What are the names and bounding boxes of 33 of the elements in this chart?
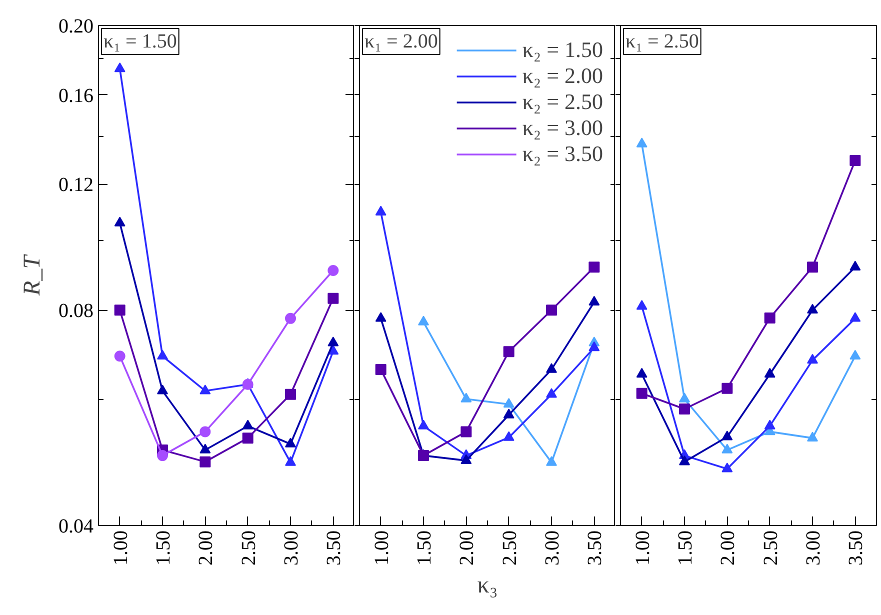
x-tick-label: 1.00 (110, 530, 132, 566)
x-axis-title: κ₃ (477, 572, 498, 598)
y-tick-label: 0.16 (58, 84, 94, 107)
y-axis-title: R_T (20, 254, 46, 297)
x-tick-label: 2.50 (498, 530, 521, 566)
x-tick-label: 1.50 (414, 530, 436, 566)
x-tick-label: 2.00 (717, 530, 740, 566)
x-tick-label: 3.00 (280, 530, 302, 566)
x-tick-label: 3.50 (584, 530, 606, 566)
x-tick-label: 2.50 (238, 530, 260, 566)
y-tick-label: 0.04 (58, 516, 94, 538)
x-tick-label: 1.00 (632, 530, 654, 566)
x-tick-label: 3.50 (845, 530, 868, 566)
y-tick-label: 0.20 (58, 16, 94, 38)
x-tick-label: 3.50 (323, 530, 346, 566)
legend-label: κ₂ = 1.50 (522, 37, 603, 63)
legend-label: κ₂ = 3.00 (522, 115, 603, 141)
x-tick-label: 2.50 (760, 530, 782, 566)
x-tick-label: 3.00 (802, 530, 824, 566)
legend-label: κ₂ = 2.50 (522, 89, 603, 115)
x-tick-label: 2.00 (195, 530, 218, 566)
x-tick-label: 3.00 (542, 530, 564, 566)
x-tick-label: 1.50 (674, 530, 696, 566)
legend-label: κ₂ = 2.00 (522, 63, 603, 89)
chart-title: κ₁ = 1.50 (104, 30, 177, 52)
y-tick-label: 0.08 (58, 300, 94, 322)
chart-title: κ₁ = 2.50 (626, 30, 699, 52)
legend-label: κ₂ = 3.50 (522, 141, 603, 167)
chart-title: κ₁ = 2.00 (364, 30, 438, 52)
x-tick-label: 1.50 (152, 530, 174, 566)
x-tick-label: 1.00 (370, 530, 393, 566)
y-tick-label: 0.12 (58, 174, 94, 196)
x-tick-label: 2.00 (456, 530, 478, 566)
